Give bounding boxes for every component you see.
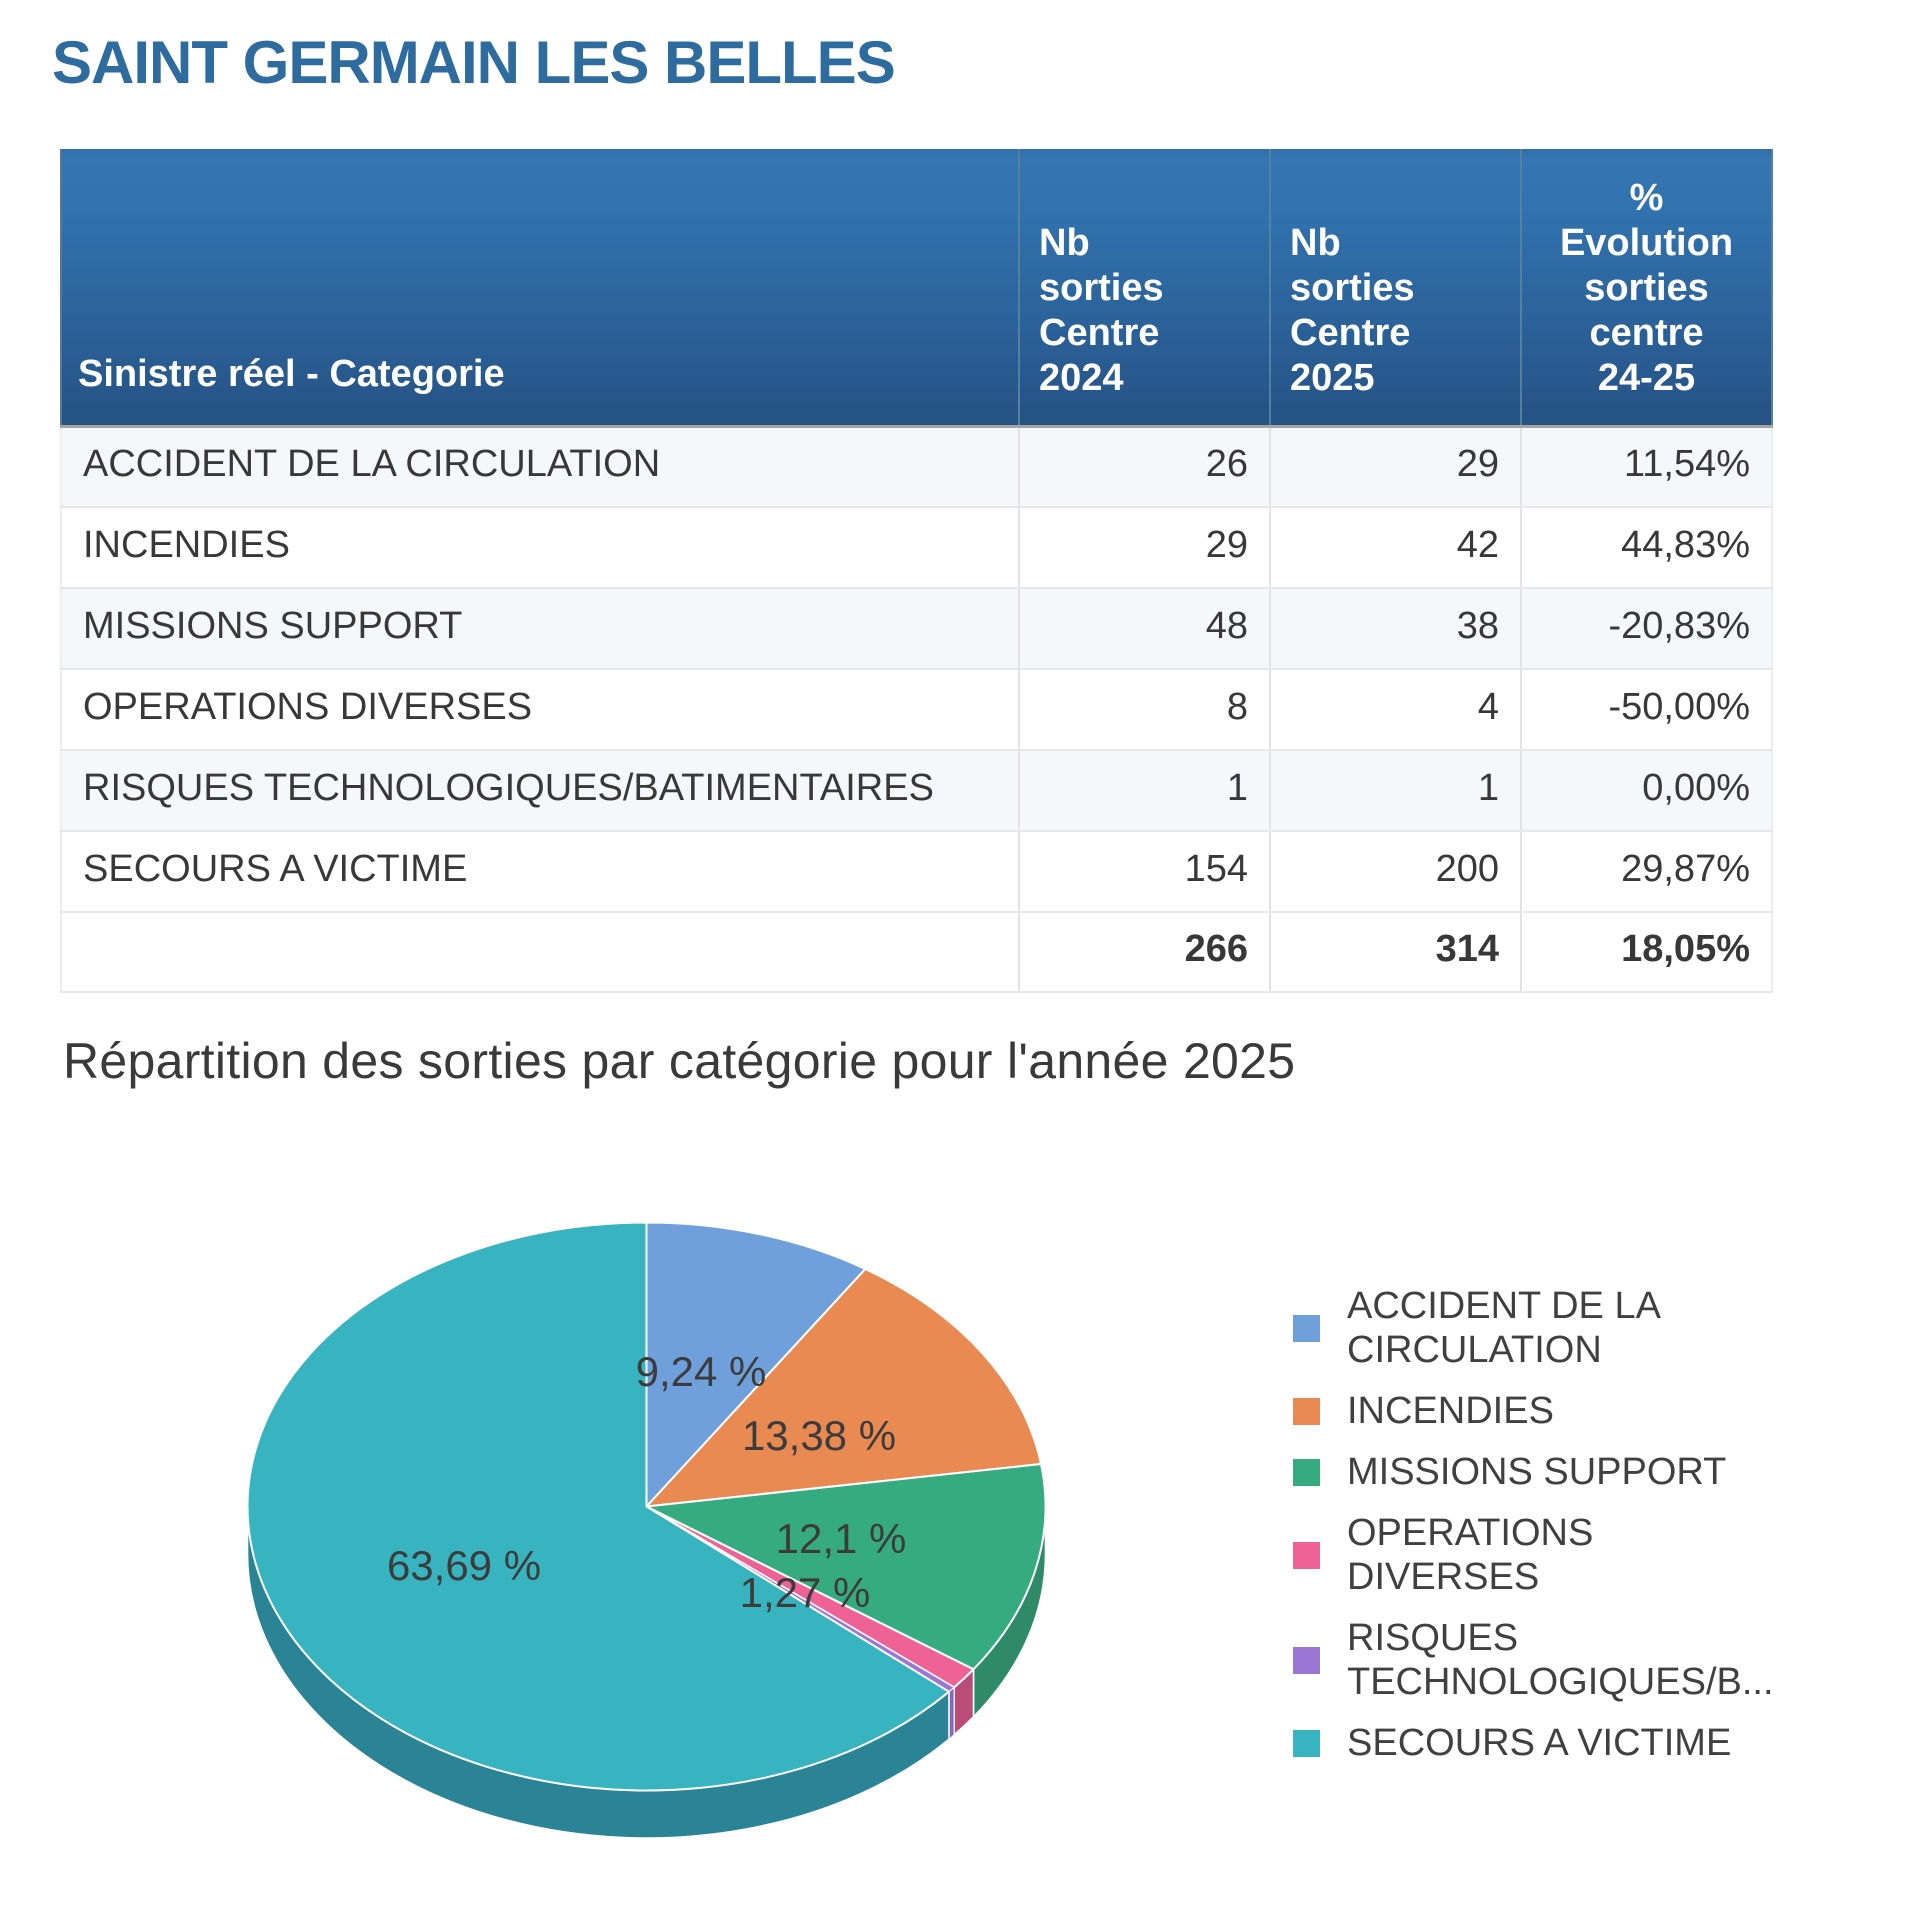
svg-text:9,24 %: 9,24 %	[636, 1348, 767, 1395]
svg-text:13,38 %: 13,38 %	[742, 1412, 896, 1459]
svg-text:12,1 %: 12,1 %	[776, 1515, 907, 1562]
svg-text:1,27 %: 1,27 %	[740, 1569, 871, 1616]
svg-text:63,69 %: 63,69 %	[387, 1542, 541, 1589]
